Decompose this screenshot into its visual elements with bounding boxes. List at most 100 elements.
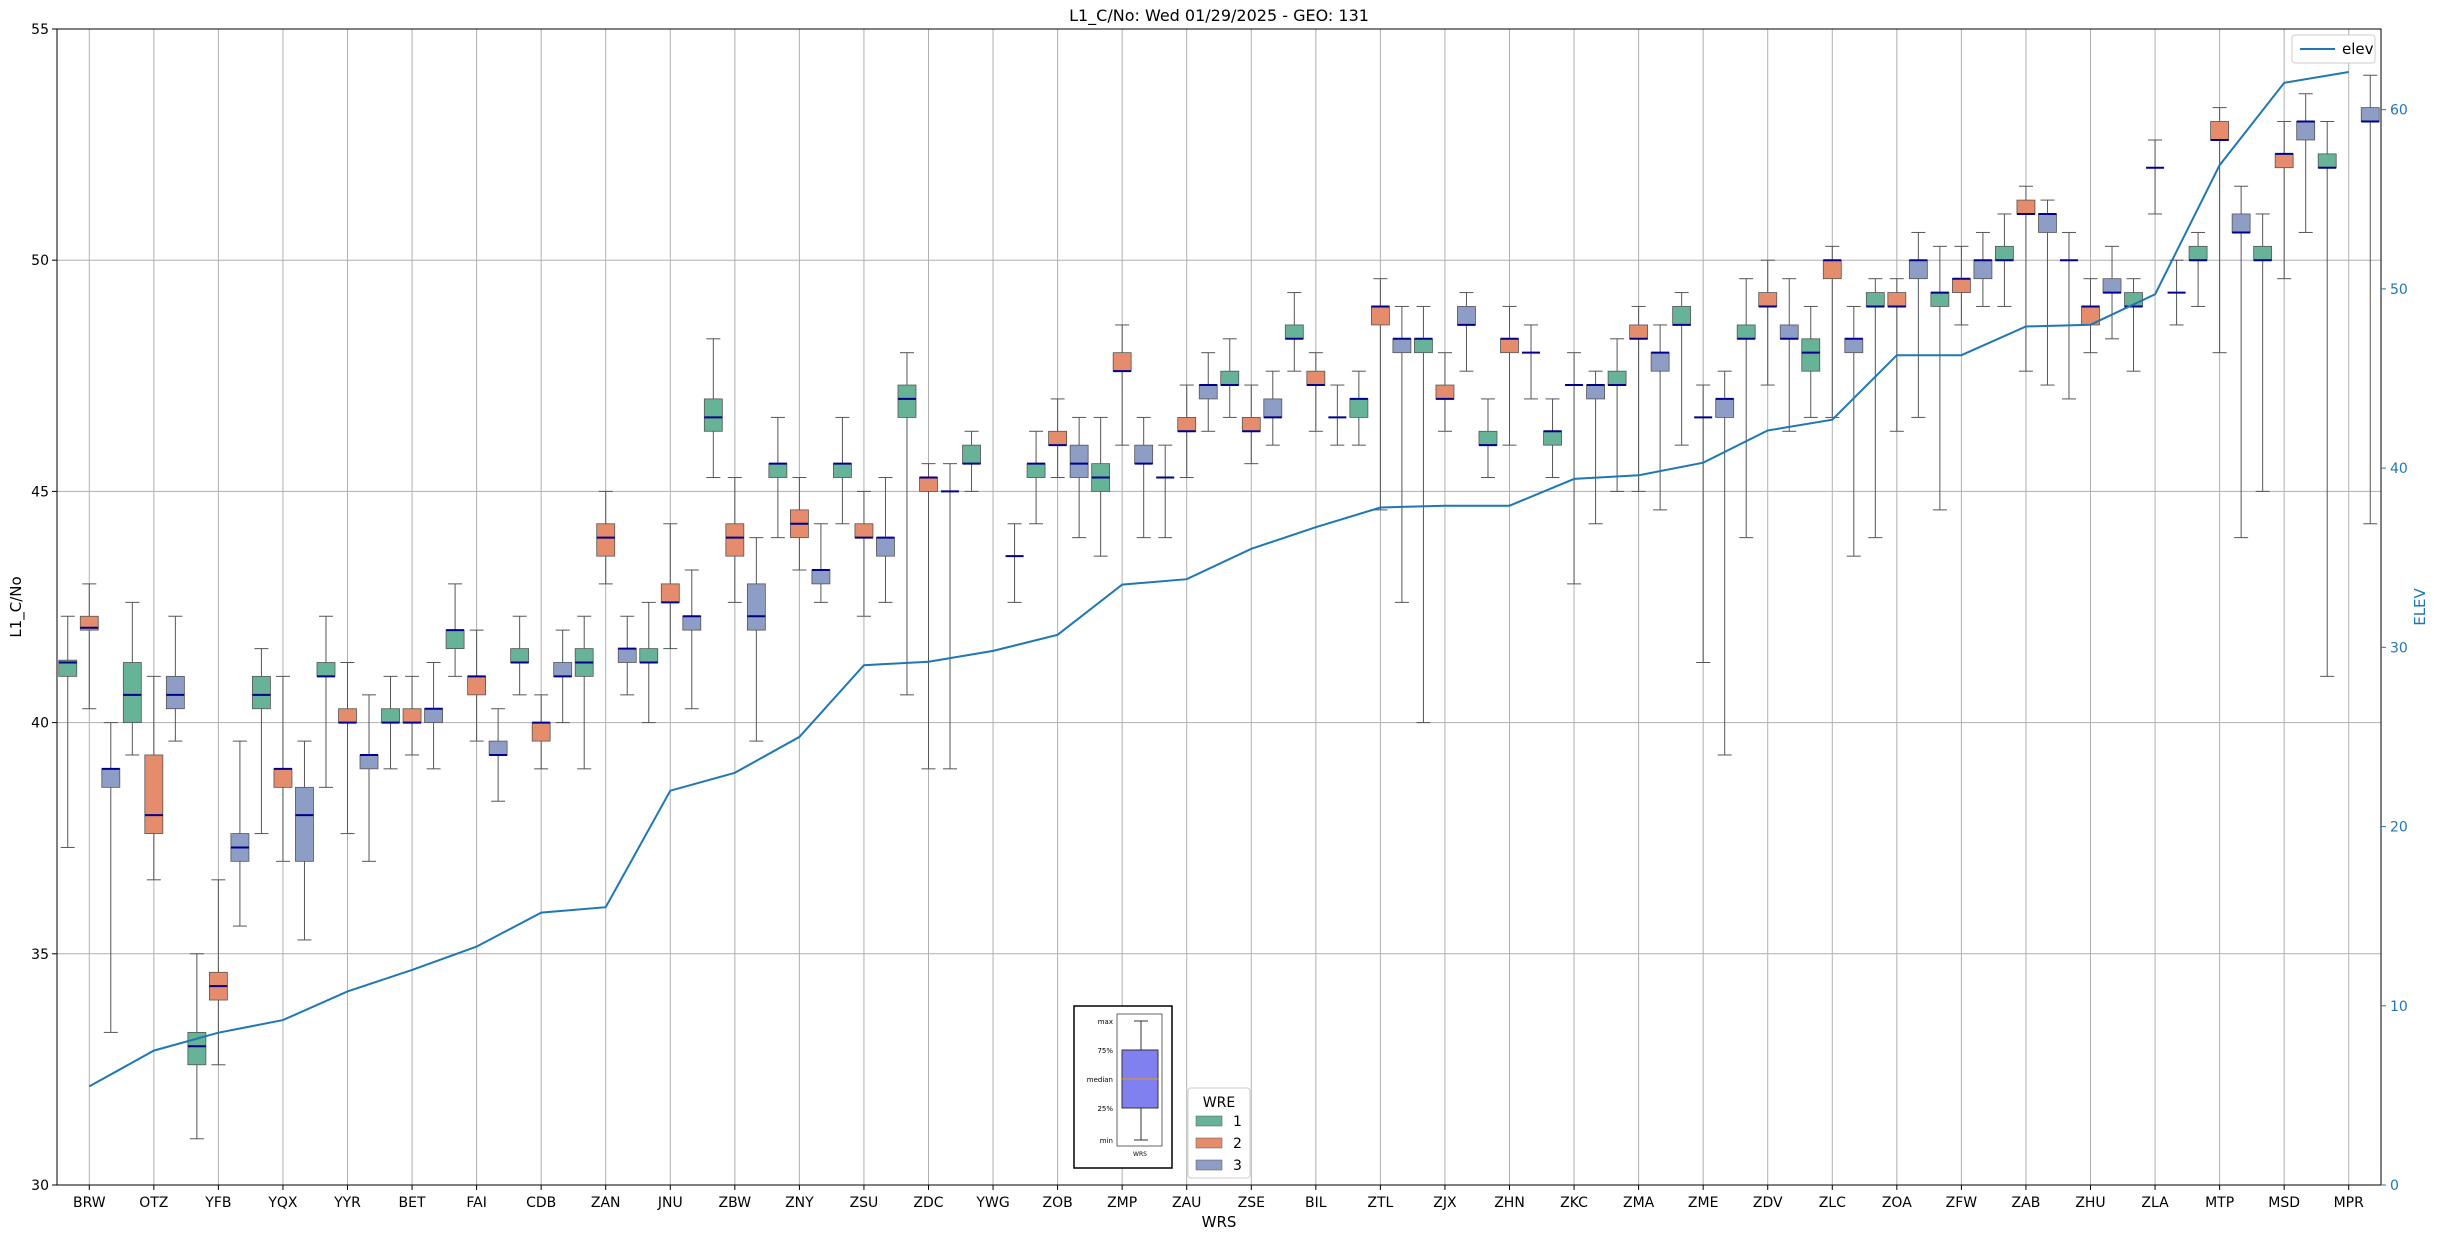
box-ZDC-wre3 — [941, 463, 960, 770]
x-tick-label: ZAB — [2012, 1195, 2041, 1211]
box-BIL-wre1 — [1284, 292, 1304, 372]
box-iqr — [2317, 153, 2337, 169]
wre-legend-swatch-1 — [1195, 1115, 1223, 1127]
y2-tick-label: 40 — [2390, 461, 2408, 477]
x-tick-label: BRW — [73, 1195, 106, 1211]
box-iqr — [165, 675, 185, 710]
box-BRW-wre1 — [58, 615, 78, 848]
box-iqr — [1478, 430, 1498, 446]
x-tick-label: YWG — [975, 1195, 1009, 1211]
box-iqr — [1112, 352, 1132, 372]
box-MSD-wre2 — [2274, 120, 2294, 280]
wre-legend-swatch-3 — [1195, 1159, 1223, 1171]
box-BRW-wre3 — [101, 722, 121, 1033]
box-iqr — [445, 629, 465, 650]
chart-title: L1_C/No: Wed 01/29/2025 - GEO: 131 — [1069, 6, 1369, 26]
wre-legend-label-3: 3 — [1233, 1158, 1242, 1174]
box-iqr — [660, 583, 680, 603]
x-tick-label: JNU — [657, 1195, 683, 1211]
box-ZNY-wre1 — [768, 416, 788, 539]
x-tick-label: ZMP — [1107, 1195, 1137, 1211]
y-tick-label: 35 — [31, 947, 49, 963]
box-plot-series — [58, 74, 2380, 1140]
box-iqr — [854, 523, 874, 539]
wre-legend-label-1: 1 — [1233, 1114, 1242, 1130]
box-iqr — [1736, 324, 1756, 340]
key-label-25: 25% — [1097, 1105, 1113, 1113]
box-iqr — [2253, 245, 2273, 261]
box-YYR-wre1 — [316, 615, 336, 788]
box-ZAU-wre3 — [1198, 352, 1218, 432]
x-tick-label: ZSE — [1238, 1195, 1265, 1211]
box-CDB-wre1 — [510, 615, 530, 696]
box-ZAB-wre1 — [1995, 213, 2014, 307]
box-OTZ-wre3 — [165, 615, 185, 742]
key-box-inset: max 75% median 25% min WRS — [1073, 1005, 1173, 1169]
x-tick-label: ZFW — [1946, 1195, 1978, 1211]
box-iqr — [897, 384, 917, 418]
box-ZME-wre1 — [1672, 292, 1692, 446]
box-iqr — [1241, 417, 1261, 432]
box-iqr — [424, 708, 443, 724]
wre-legend-frame — [1187, 1087, 1251, 1179]
box-ZKC-wre3 — [1586, 370, 1605, 525]
x-tick-label: ZTL — [1367, 1195, 1393, 1211]
box-ZNY-wre3 — [811, 523, 831, 603]
box-ZLA-wre2 — [2146, 139, 2165, 215]
box-ZMP-wre3 — [1134, 416, 1154, 539]
box-iqr — [1672, 306, 1692, 326]
box-iqr — [1177, 417, 1197, 432]
box-iqr — [811, 569, 831, 585]
y2-tick-label: 0 — [2390, 1178, 2399, 1194]
box-YQX-wre1 — [252, 648, 271, 835]
box-OTZ-wre2 — [144, 675, 164, 881]
box-ZAN-wre3 — [617, 615, 637, 696]
key-label-max: max — [1098, 1018, 1113, 1026]
box-ZSE-wre1 — [1220, 338, 1240, 418]
box-iqr — [1951, 278, 1971, 293]
box-CDB-wre2 — [531, 694, 551, 770]
box-ZDC-wre2 — [919, 463, 938, 770]
x-tick-label: MSD — [2268, 1195, 2300, 1211]
box-MPR-wre1 — [2317, 120, 2337, 677]
box-iqr — [1758, 292, 1778, 307]
box-iqr — [1069, 444, 1089, 478]
x-tick-label: ZAU — [1172, 1195, 1201, 1211]
box-iqr — [596, 523, 616, 557]
box-iqr — [833, 463, 852, 478]
x-tick-label: OTZ — [139, 1195, 168, 1211]
box-MSD-wre3 — [2296, 93, 2316, 233]
box-ZSU-wre3 — [876, 477, 895, 603]
y-axis-label: L1_C/No — [7, 576, 26, 637]
y2-tick-label: 20 — [2390, 820, 2408, 836]
box-iqr — [919, 477, 938, 492]
box-BIL-wre2 — [1306, 352, 1326, 432]
box-YQX-wre2 — [273, 675, 293, 862]
x-tick-label: ZNY — [785, 1195, 814, 1211]
box-ZLC-wre1 — [1801, 305, 1821, 418]
box-ZME-wre3 — [1715, 370, 1735, 756]
box-iqr — [1263, 398, 1283, 418]
box-iqr — [1715, 398, 1735, 418]
box-iqr — [2210, 121, 2230, 141]
box-ZAN-wre2 — [596, 490, 616, 585]
box-iqr — [1048, 430, 1068, 446]
box-MTP-wre2 — [2210, 107, 2230, 354]
key-label-75: 75% — [1097, 1047, 1113, 1055]
box-ZTL-wre1 — [1349, 370, 1369, 446]
box-ZMA-wre1 — [1607, 338, 1627, 492]
box-iqr — [58, 659, 78, 677]
box-iqr — [1198, 384, 1218, 400]
box-ZTL-wre2 — [1370, 278, 1390, 511]
x-tick-label: ZDC — [913, 1195, 943, 1211]
box-ZKC-wre2 — [1565, 352, 1584, 585]
box-iqr — [2360, 107, 2380, 122]
box-iqr — [1306, 370, 1326, 386]
box-iqr — [488, 740, 508, 756]
box-ZHN-wre3 — [1522, 324, 1541, 400]
wre-legend-label-2: 2 — [1233, 1136, 1242, 1152]
box-iqr — [1930, 292, 1950, 307]
x-tick-label: ZKC — [1560, 1195, 1588, 1211]
box-YWG-wre1 — [962, 430, 981, 492]
